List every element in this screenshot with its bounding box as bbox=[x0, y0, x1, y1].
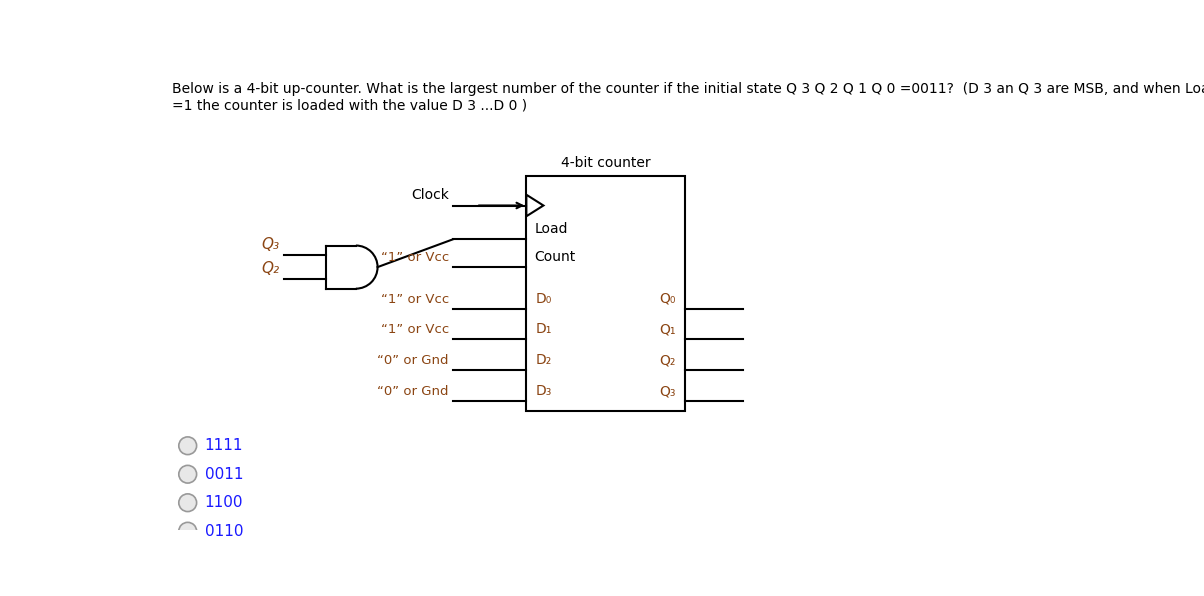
Circle shape bbox=[178, 494, 196, 511]
Text: D₁: D₁ bbox=[536, 322, 553, 336]
Text: Count: Count bbox=[535, 250, 576, 264]
Text: “0” or Gnd: “0” or Gnd bbox=[377, 385, 449, 398]
Text: 0011: 0011 bbox=[205, 467, 243, 482]
Text: 1100: 1100 bbox=[205, 495, 243, 510]
Text: “1” or Vcc: “1” or Vcc bbox=[380, 251, 449, 264]
Circle shape bbox=[178, 437, 196, 455]
Text: Q₃: Q₃ bbox=[261, 237, 279, 252]
Text: Clock: Clock bbox=[411, 188, 449, 203]
Text: Q₁: Q₁ bbox=[660, 322, 675, 336]
Text: Q₃: Q₃ bbox=[660, 384, 675, 398]
Text: Q₂: Q₂ bbox=[660, 353, 675, 367]
Text: D₂: D₂ bbox=[536, 353, 551, 367]
Text: Q₂: Q₂ bbox=[261, 261, 279, 276]
Text: “1” or Vcc: “1” or Vcc bbox=[380, 324, 449, 336]
Text: 1111: 1111 bbox=[205, 438, 243, 453]
Polygon shape bbox=[526, 195, 543, 216]
Text: Load: Load bbox=[535, 222, 567, 236]
Text: D₀: D₀ bbox=[536, 291, 551, 306]
Text: Q₀: Q₀ bbox=[660, 291, 675, 306]
Text: 0110: 0110 bbox=[205, 524, 243, 539]
Bar bbox=[526, 176, 685, 411]
Text: Below is a 4-bit up-counter. What is the largest number of the counter if the in: Below is a 4-bit up-counter. What is the… bbox=[172, 82, 1204, 113]
Circle shape bbox=[178, 465, 196, 483]
Text: “1” or Vcc: “1” or Vcc bbox=[380, 293, 449, 306]
Text: “0” or Gnd: “0” or Gnd bbox=[377, 354, 449, 367]
Circle shape bbox=[178, 522, 196, 540]
Text: D₃: D₃ bbox=[536, 384, 553, 398]
Text: 4-bit counter: 4-bit counter bbox=[561, 156, 650, 170]
